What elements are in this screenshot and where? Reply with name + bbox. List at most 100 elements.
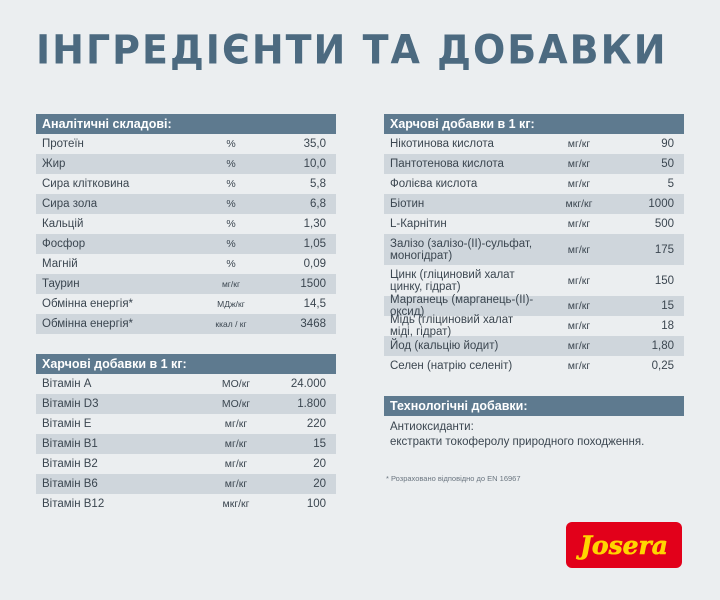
additives-table: Харчові добавки в 1 кг: Нікотинова кисло… — [384, 114, 684, 376]
row-name: Вітамін В2 — [42, 458, 98, 470]
row-name: Біотин — [390, 198, 425, 210]
table-row: L-Карнітин мг/кг 500 — [384, 214, 684, 234]
row-value: 18 — [661, 320, 674, 332]
logo-wordmark: Josera — [576, 531, 668, 560]
technological-line-2: екстракти токоферолу природного походжен… — [390, 436, 645, 448]
table-row: Вітамін А МО/кг 24.000 — [36, 374, 336, 394]
row-name: Вітамін А — [42, 378, 92, 390]
table-row: Мідь (гліциновий халат міді, гідрат) мг/к… — [384, 314, 684, 338]
row-unit: % — [226, 178, 236, 190]
row-unit: мкг/кг — [222, 498, 250, 510]
table-row: Фолієва кислота мг/кг 5 — [384, 174, 684, 194]
table-row: Протеїн% 35,0 — [36, 134, 336, 154]
josera-logo: Josera — [566, 522, 682, 568]
row-value: 3468 — [300, 318, 326, 330]
table-row: Вітамін В12 мкг/кг 100 — [36, 494, 336, 514]
table-row: Селен (натрію селеніт) мг/кг 0,25 — [384, 356, 684, 376]
row-name: Цинк (гліциновий халат цинку, гідрат) — [390, 268, 515, 293]
row-name: Нікотинова кислота — [390, 138, 494, 150]
technological-header: Технологічні добавки: — [384, 396, 684, 416]
row-unit: мг/кг — [224, 418, 248, 430]
row-value: 500 — [654, 218, 674, 230]
row-value: 1,05 — [303, 238, 326, 250]
row-unit: мг/кг — [567, 300, 591, 312]
row-name: Жир — [42, 158, 66, 170]
row-value: 90 — [661, 138, 674, 150]
row-value: 1000 — [648, 198, 674, 210]
row-value: 0,09 — [303, 258, 326, 270]
table-row: Кальцій% 1,30 — [36, 214, 336, 234]
row-unit: % — [226, 138, 236, 150]
row-value: 20 — [313, 478, 326, 490]
row-value: 10,0 — [303, 158, 326, 170]
technological-table: Технологічні добавки: Антиоксиданти: екс… — [384, 396, 684, 454]
row-value: 15 — [313, 438, 326, 450]
row-name: Пантотенова кислота — [390, 158, 504, 170]
row-name: Селен (натрію селеніт) — [390, 360, 513, 372]
row-value: 0,25 — [651, 360, 674, 372]
row-unit: мг/кг — [567, 218, 591, 230]
row-value: 5,8 — [310, 178, 326, 190]
row-name: Обмінна енергія* — [42, 318, 134, 330]
row-name: Магній — [42, 258, 78, 270]
table-row: Фосфор% 1,05 — [36, 234, 336, 254]
row-name: Сира клітковина — [42, 178, 130, 190]
table-row: Жир% 10,0 — [36, 154, 336, 174]
row-value: 20 — [313, 458, 326, 470]
row-value: 1500 — [300, 278, 326, 290]
row-name: Обмінна енергія* — [42, 298, 134, 310]
row-unit: мг/кг — [567, 158, 591, 170]
table-row: Обмінна енергія* МДж/кг 14,5 — [36, 294, 336, 314]
table-row: Марганець (марганець-(ІІ)-оксид) мг/кг 15 — [384, 294, 684, 318]
row-name: Йод (кальцію йодит) — [390, 340, 499, 352]
table-row: Нікотинова кислота мг/кг 90 — [384, 134, 684, 154]
row-value: 175 — [654, 243, 674, 256]
row-unit: мг/кг — [567, 360, 591, 372]
row-unit: мг/кг — [567, 178, 591, 190]
table-row: Вітамін D3 МО/кг 1.800 — [36, 394, 336, 414]
analytic-header: Аналітичні складові: — [36, 114, 336, 134]
table-row: Вітамін В2 мг/кг 20 — [36, 454, 336, 474]
table-row: Пантотенова кислота мг/кг 50 — [384, 154, 684, 174]
row-value: 14,5 — [303, 298, 326, 310]
row-value: 1,80 — [651, 340, 674, 352]
table-row: Вітамін В1 мг/кг 15 — [36, 434, 336, 454]
row-unit: % — [226, 258, 236, 270]
row-unit: мг/кг — [567, 274, 591, 287]
row-unit: мг/кг — [221, 279, 241, 289]
technological-line-1: Антиоксиданти: — [390, 421, 474, 433]
row-name: Фолієва кислота — [390, 178, 478, 190]
row-value: 1.800 — [297, 398, 326, 410]
row-value: 220 — [306, 418, 326, 430]
row-value: 1,30 — [303, 218, 326, 230]
table-row: Вітамін Е мг/кг 220 — [36, 414, 336, 434]
row-unit: мг/кг — [567, 243, 591, 256]
row-unit: % — [226, 218, 236, 230]
table-row: Таурин мг/кг 1500 — [36, 274, 336, 294]
row-unit: МО/кг — [221, 378, 251, 390]
row-name: Залізо (залізо-(ІІ)-сульфат, моногідрат) — [390, 237, 533, 262]
row-value: 150 — [654, 274, 674, 287]
row-value: 6,8 — [310, 198, 326, 210]
row-unit: % — [226, 198, 236, 210]
row-unit: мг/кг — [567, 340, 591, 352]
footnote: * Розраховано відповідно до EN 16967 — [386, 474, 521, 483]
row-name: Вітамін В1 — [42, 438, 98, 450]
row-value: 35,0 — [303, 138, 326, 150]
row-unit: мг/кг — [567, 138, 591, 150]
row-name: Протеїн — [42, 138, 84, 150]
row-unit: ккал / кг — [215, 319, 247, 329]
row-value: 5 — [667, 178, 674, 190]
row-name: Вітамін В12 — [42, 498, 105, 510]
row-name: Вітамін D3 — [42, 398, 99, 410]
row-unit: МДж/кг — [217, 299, 245, 309]
row-value: 24.000 — [290, 378, 326, 390]
analytic-table: Аналітичні складові: Протеїн% 35,0 Жир% 10… — [36, 114, 336, 334]
row-unit: мг/кг — [224, 458, 248, 470]
table-row: Залізо (залізо-(ІІ)-сульфат, моногідрат)… — [384, 234, 684, 265]
row-name: L-Карнітин — [390, 218, 447, 230]
row-unit: мг/кг — [224, 478, 248, 490]
row-unit: мг/кг — [567, 320, 591, 332]
row-value: 100 — [306, 498, 326, 510]
row-value: 50 — [661, 158, 674, 170]
